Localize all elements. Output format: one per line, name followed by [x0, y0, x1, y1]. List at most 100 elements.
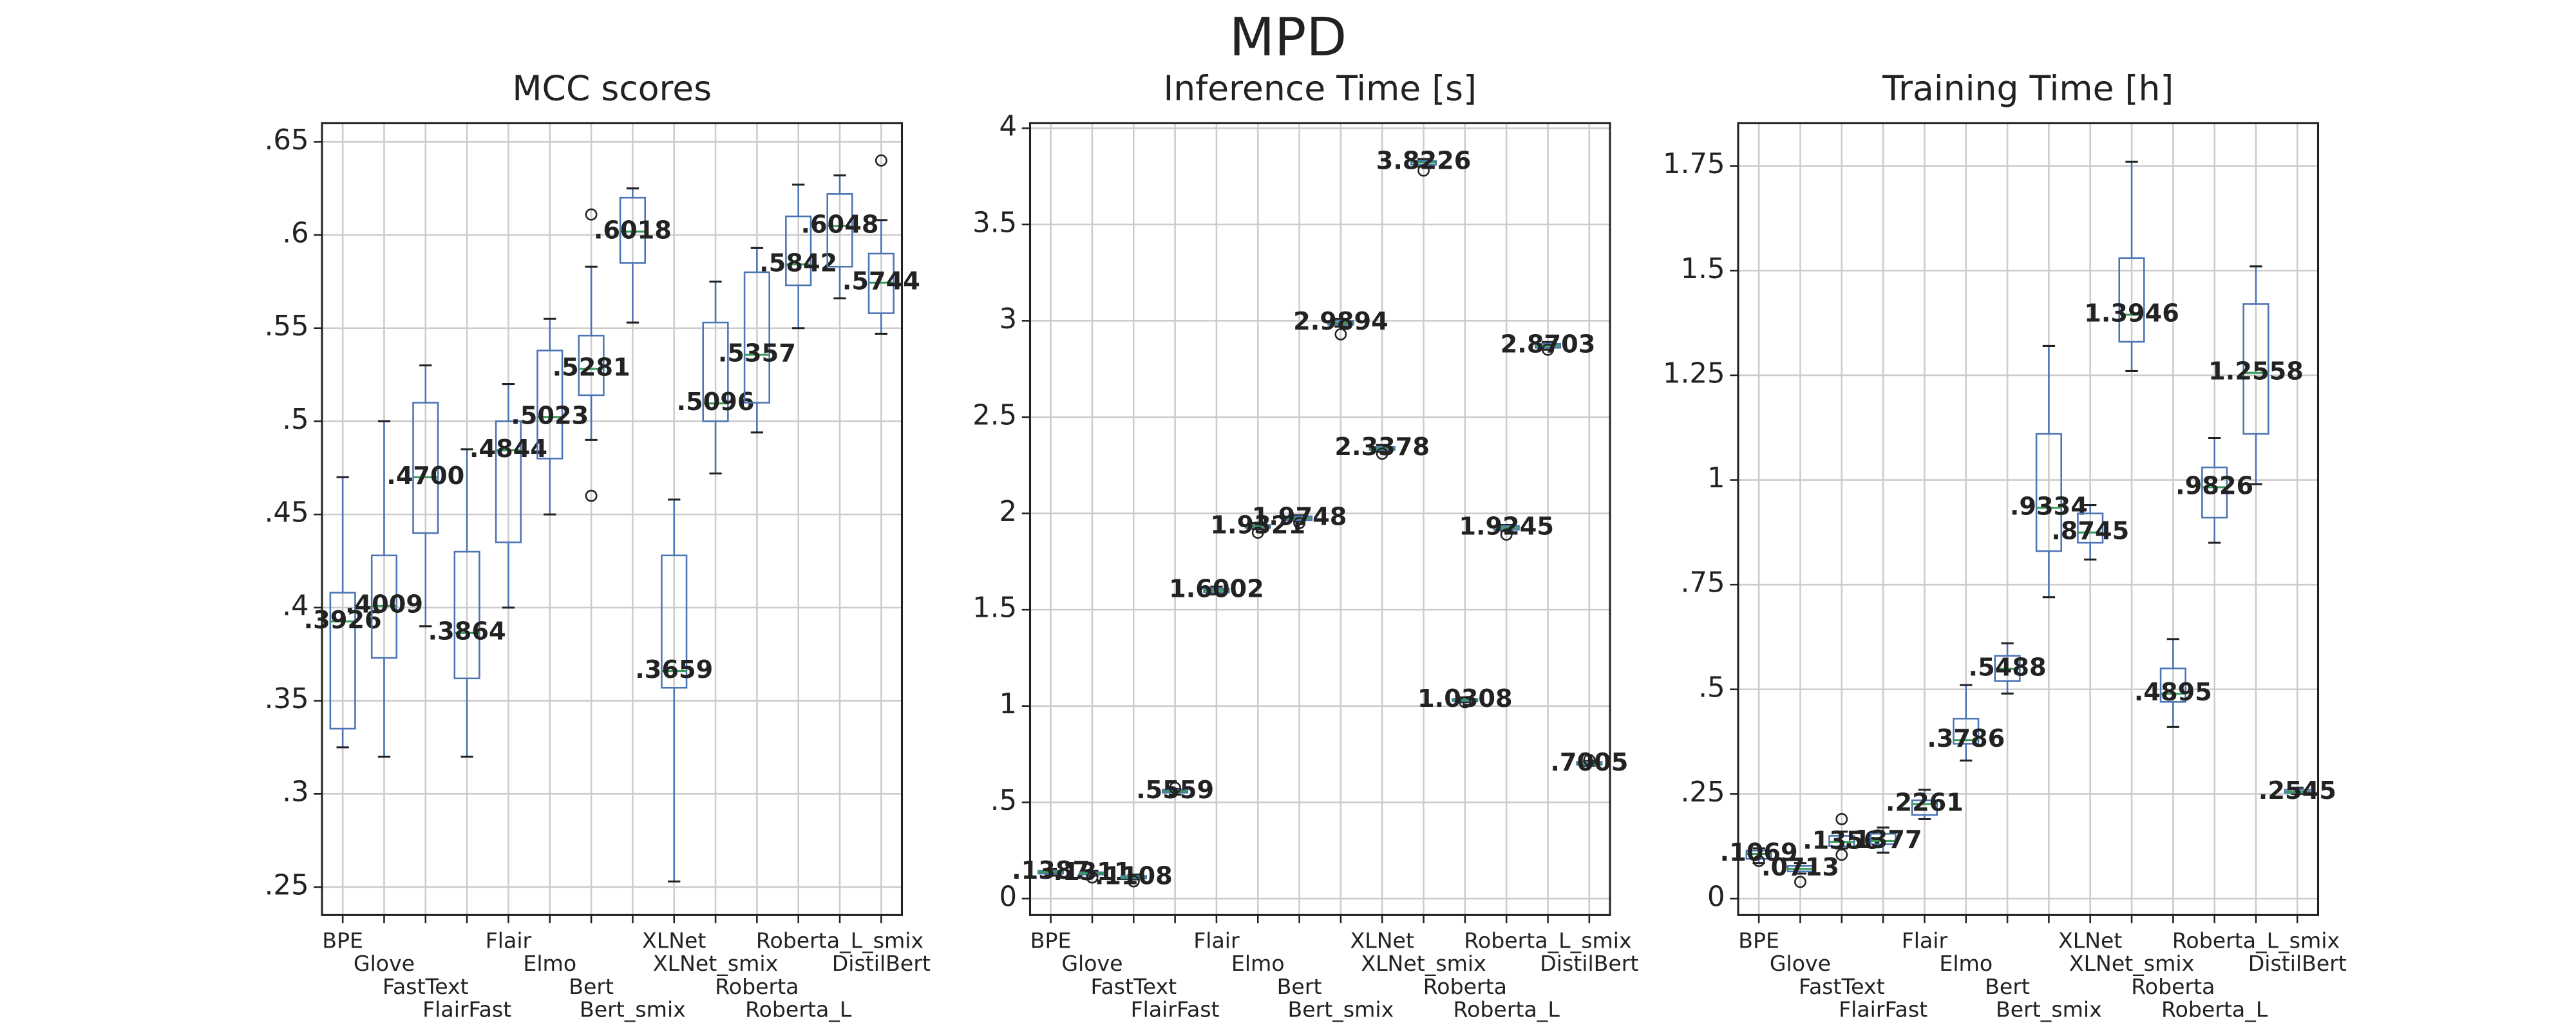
y-tick-label: 3.5: [972, 207, 1017, 239]
outlier: [585, 489, 598, 502]
box: [826, 193, 853, 268]
x-tick-label: FastText: [1090, 974, 1177, 999]
y-tick-label: 2.5: [972, 399, 1017, 431]
value-label: .2545: [2259, 776, 2336, 805]
value-label: .1377: [1844, 825, 1922, 854]
y-tick-label: .65: [265, 124, 309, 156]
outlier: [1334, 328, 1347, 341]
value-label: .3786: [1927, 724, 2005, 753]
figure-title: MPD: [1229, 7, 1347, 68]
x-tick-label: DistilBert: [2248, 951, 2347, 976]
x-tick-label: Glove: [1061, 951, 1122, 976]
box: [702, 321, 729, 422]
x-tick-label: Bert: [1277, 974, 1322, 999]
value-label: .5357: [718, 339, 796, 368]
x-tick-label: XLNet: [1350, 928, 1414, 953]
value-label: 1.3946: [2084, 299, 2179, 328]
value-label: 1.0308: [1417, 684, 1513, 713]
x-tick-label: Flair: [486, 928, 532, 953]
outlier: [585, 208, 598, 221]
value-label: .9334: [2010, 492, 2088, 521]
y-tick-label: .25: [265, 869, 309, 901]
outlier: [875, 154, 887, 167]
value-label: .4009: [345, 590, 423, 619]
outlier: [1794, 876, 1806, 888]
x-tick-label: BPE: [1738, 928, 1779, 953]
x-tick-label: Bert_smix: [1288, 997, 1394, 1022]
x-tick-label: Elmo: [1939, 951, 1993, 976]
x-tick-label: Bert: [1985, 974, 2030, 999]
y-tick-label: 1.75: [1663, 148, 1725, 180]
plot-frame: [321, 122, 904, 916]
x-tick-label: FlairFast: [422, 997, 511, 1022]
value-label: .7005: [1550, 748, 1628, 777]
x-tick-label: Elmo: [523, 951, 576, 976]
outlier: [1376, 447, 1388, 460]
x-tick-label: FlairFast: [1131, 997, 1220, 1022]
value-label: .5559: [1136, 776, 1214, 805]
x-tick-label: Roberta: [1423, 974, 1507, 999]
x-tick-label: Roberta: [2131, 974, 2215, 999]
value-label: .1356: [1803, 826, 1880, 855]
value-label: .1069: [1720, 838, 1798, 867]
x-tick-label: Bert: [569, 974, 614, 999]
box: [453, 550, 480, 680]
box: [329, 592, 356, 730]
value-label: .4700: [386, 462, 464, 491]
value-label: 2.3378: [1334, 433, 1430, 462]
x-tick-label: DistilBert: [832, 951, 931, 976]
value-label: .6048: [801, 211, 879, 239]
y-tick-label: .45: [265, 497, 309, 529]
x-tick-label: Elmo: [1231, 951, 1285, 976]
y-tick-label: .55: [265, 310, 309, 342]
x-tick-label: Roberta_L_smix: [2172, 928, 2340, 953]
value-label: .3659: [635, 655, 713, 684]
value-label: .6018: [594, 216, 672, 245]
value-label: 3.8226: [1376, 147, 1472, 176]
value-label: .5023: [511, 401, 589, 430]
y-tick-label: 3: [999, 303, 1017, 335]
box: [578, 335, 605, 397]
y-tick-label: .4: [282, 590, 308, 622]
value-label: 1.9245: [1459, 512, 1554, 541]
panel-title: MCC scores: [512, 68, 712, 109]
value-label: .5744: [842, 267, 920, 296]
y-tick-label: 4: [999, 111, 1017, 143]
y-tick-label: .5: [1698, 671, 1725, 704]
value-label: .4895: [2134, 678, 2212, 707]
outlier: [1583, 754, 1596, 766]
value-label: .0713: [1761, 853, 1839, 882]
x-tick-label: XLNet: [2058, 928, 2122, 953]
x-tick-label: XLNet_smix: [2069, 951, 2194, 976]
outlier: [1835, 812, 1848, 825]
outlier: [1127, 875, 1140, 888]
x-tick-label: Roberta_L: [2161, 997, 2268, 1022]
x-tick-label: Glove: [354, 951, 415, 976]
box: [785, 215, 812, 286]
box: [1911, 799, 1938, 816]
box: [2159, 667, 2186, 703]
value-label: .1387: [1012, 856, 1090, 885]
x-tick-label: Bert_smix: [580, 997, 686, 1022]
box: [661, 554, 688, 689]
value-label: .1108: [1095, 861, 1173, 890]
value-label: 2.9894: [1293, 307, 1388, 336]
panel-title: Inference Time [s]: [1164, 68, 1477, 109]
y-tick-label: 1.5: [972, 592, 1017, 624]
outlier: [1500, 529, 1513, 541]
outlier: [1293, 517, 1306, 529]
box: [536, 350, 564, 460]
box: [2035, 433, 2062, 552]
plot-frame: [1028, 122, 1611, 916]
box: [1953, 718, 1980, 745]
outlier: [1752, 855, 1765, 867]
outlier: [1417, 164, 1430, 177]
x-tick-label: Bert_smix: [1996, 997, 2102, 1022]
value-label: .5842: [759, 248, 837, 277]
x-tick-label: XLNet: [642, 928, 706, 953]
value-label: .8745: [2051, 517, 2129, 546]
y-tick-label: .35: [265, 683, 309, 715]
x-tick-label: Roberta: [715, 974, 799, 999]
